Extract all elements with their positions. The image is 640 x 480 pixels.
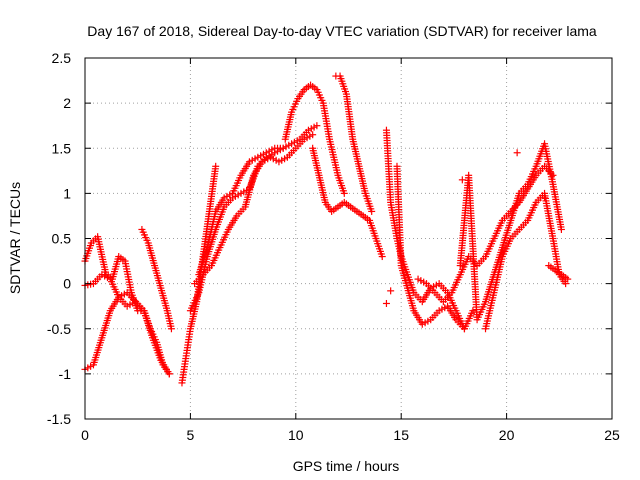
y-tick-label: -1 [59, 366, 72, 382]
x-tick-label: 0 [81, 427, 89, 443]
y-tick-label: 1 [63, 185, 71, 201]
data-point [387, 287, 395, 295]
data-point [140, 307, 148, 315]
data-point [382, 299, 390, 307]
y-tick-labels: -1.5 -1 -0.5 0 0.5 1 1.5 2 2.5 [47, 50, 71, 427]
data-point [378, 253, 386, 261]
y-tick-label: -1.5 [47, 411, 71, 427]
data-point [340, 189, 348, 197]
data-point [313, 122, 321, 130]
x-tick-label: 15 [393, 427, 409, 443]
y-axis-label: SDTVAR / TECUs [7, 182, 23, 294]
data-point [279, 144, 287, 152]
data-point [212, 162, 220, 170]
y-tick-label: 2.5 [52, 50, 72, 66]
x-tick-label: 5 [187, 427, 195, 443]
chart-title: Day 167 of 2018, Sidereal Day-to-day VTE… [87, 23, 597, 39]
data-point [564, 275, 572, 283]
data-point [469, 307, 477, 315]
x-axis-label: GPS time / hours [293, 458, 400, 474]
x-tick-label: 20 [499, 427, 515, 443]
data-point [368, 207, 376, 215]
data-point [309, 131, 317, 139]
data-point [557, 225, 565, 233]
data-point [165, 370, 173, 378]
y-tick-label: 1.5 [52, 140, 72, 156]
data-point [541, 194, 549, 202]
data-points [81, 72, 572, 387]
x-tick-label: 25 [604, 427, 620, 443]
y-tick-label: 2 [63, 95, 71, 111]
y-tick-label: 0.5 [52, 231, 72, 247]
data-point [513, 149, 521, 157]
y-tick-label: -0.5 [47, 321, 71, 337]
x-tick-labels: 0 5 10 15 20 25 [81, 427, 620, 443]
y-tick-label: 0 [63, 276, 71, 292]
data-point [458, 176, 466, 184]
data-point [562, 280, 570, 288]
data-point [167, 325, 175, 333]
axis-ticks [84, 57, 613, 420]
x-tick-label: 10 [288, 427, 304, 443]
